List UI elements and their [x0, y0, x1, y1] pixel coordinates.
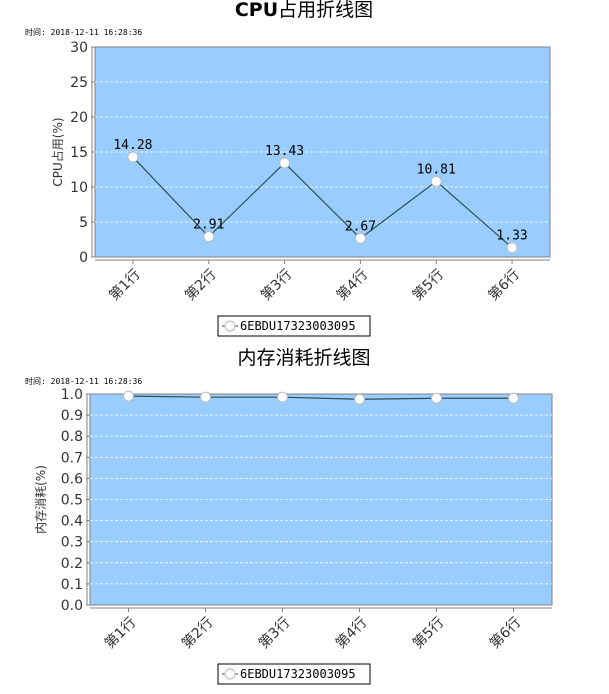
y-tick-label: 0.1	[61, 577, 83, 593]
series-line	[128, 395, 514, 400]
y-tick-label: 0	[79, 250, 88, 266]
x-tick-label: 第1行	[106, 266, 144, 304]
y-axis-label: 内存消耗(%)	[34, 465, 48, 534]
y-tick-label: 0.7	[61, 450, 83, 466]
y-tick-label: 0.0	[61, 598, 83, 614]
x-tick-label: 第5行	[409, 614, 447, 652]
x-tick-label: 第6行	[485, 266, 523, 304]
memory-usage-chart: 内存消耗折线图时间: 2018-12-11 16:28:36 0.0 0.1 0.2 0…	[0, 347, 609, 694]
data-point	[203, 231, 215, 243]
x-tick-label: 第1行	[101, 614, 139, 652]
series-line	[132, 156, 513, 249]
x-tick-label: 第4行	[333, 266, 371, 304]
data-point	[508, 392, 519, 404]
y-axis-label: CPU占用(%)	[50, 117, 65, 186]
data-point	[279, 157, 291, 169]
legend-marker	[224, 668, 236, 680]
y-tick-label: 25	[70, 75, 88, 91]
y-tick-label: 30	[70, 40, 88, 56]
y-tick-label: 0.9	[61, 408, 83, 424]
x-tick-label: 第6行	[486, 614, 524, 652]
data-point	[431, 392, 442, 404]
y-tick-label: 0.5	[61, 493, 83, 509]
data-point	[127, 151, 139, 163]
data-label: 14.28	[113, 138, 152, 153]
chart-timestamp: 时间: 2018-12-11 16:28:36	[25, 27, 142, 37]
y-tick-label: 0.3	[61, 535, 83, 551]
x-tick-label: 第2行	[178, 614, 216, 652]
y-tick-label: 0.8	[61, 429, 83, 445]
chart-timestamp: 时间: 2018-12-11 16:28:36	[25, 376, 142, 386]
x-tick-label: 第2行	[181, 266, 219, 304]
y-tick-label: 0.2	[61, 556, 83, 572]
y-tick-label: 20	[70, 110, 88, 126]
chart-title: CPU占用折线图	[235, 0, 373, 21]
chart-title: 内存消耗折线图	[237, 347, 370, 369]
cpu-usage-chart: CPU占用折线图时间: 2018-12-11 16:28:36 0 5 10 15 20 2…	[25, 0, 551, 337]
legend-box	[217, 315, 371, 337]
y-tick-label: 0.6	[61, 471, 83, 487]
data-point	[123, 390, 134, 402]
data-point	[200, 391, 211, 403]
data-point	[506, 242, 518, 254]
legend-label: 6EBDU17323003095	[240, 667, 356, 681]
legend-label: 6EBDU17323003095	[240, 319, 356, 333]
y-tick-label: 15	[70, 145, 88, 161]
legend-box	[217, 663, 371, 685]
x-tick-label: 第4行	[332, 614, 370, 652]
data-label: 13.43	[265, 144, 304, 159]
data-point	[277, 391, 288, 403]
data-point	[354, 393, 365, 405]
data-point	[354, 232, 366, 244]
y-tick-label: 10	[70, 180, 88, 196]
data-point	[430, 175, 442, 187]
x-tick-label: 第5行	[409, 266, 447, 304]
data-label: 10.81	[417, 162, 456, 177]
x-tick-label: 第3行	[255, 614, 293, 652]
data-label: 1.33	[496, 229, 527, 244]
y-tick-label: 1.0	[61, 387, 83, 403]
legend-marker	[224, 320, 236, 332]
x-tick-label: 第3行	[257, 266, 295, 304]
data-label: 2.91	[193, 218, 224, 233]
y-tick-label: 0.4	[61, 514, 83, 530]
y-tick-label: 5	[79, 215, 88, 231]
data-label: 2.67	[345, 219, 376, 234]
